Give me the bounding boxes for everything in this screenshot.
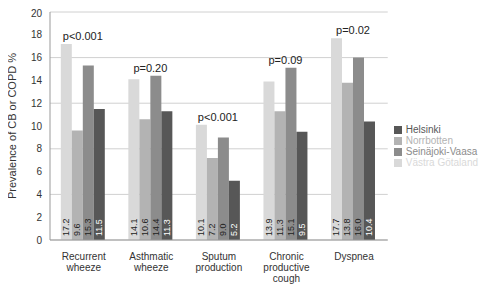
svg-text:4: 4	[36, 189, 42, 200]
svg-text:14: 14	[31, 75, 43, 86]
svg-text:11.5: 11.5	[94, 219, 104, 236]
svg-text:13.9: 13.9	[264, 218, 274, 236]
svg-text:10.4: 10.4	[364, 218, 374, 236]
svg-text:15.3: 15.3	[83, 218, 93, 236]
svg-text:p<0.001: p<0.001	[63, 30, 103, 42]
svg-text:10.1: 10.1	[196, 218, 206, 236]
svg-text:8: 8	[36, 143, 42, 154]
svg-text:p<0.001: p<0.001	[198, 111, 238, 123]
svg-text:20: 20	[31, 8, 43, 19]
svg-text:p=0.02: p=0.02	[336, 24, 370, 36]
svg-text:2: 2	[36, 212, 42, 223]
svg-text:17.7: 17.7	[331, 218, 341, 236]
svg-text:17.2: 17.2	[61, 218, 71, 236]
html-text:Seinäjoki-Vaasa: Seinäjoki-Vaasa	[405, 146, 478, 157]
svg-text:9.6: 9.6	[72, 223, 82, 236]
svg-text:Prevalence of CB or COPD %: Prevalence of CB or COPD %	[8, 53, 18, 199]
svg-text:Dyspnea: Dyspnea	[334, 251, 374, 262]
svg-text:15.1: 15.1	[286, 218, 296, 236]
svg-text:Asthmaticwheeze: Asthmaticwheeze	[129, 251, 173, 273]
svg-text:9.5: 9.5	[297, 223, 307, 236]
svg-text:13.8: 13.8	[342, 218, 352, 236]
svg-text:16.0: 16.0	[353, 218, 363, 236]
svg-text:Sputumproduction: Sputumproduction	[196, 251, 243, 273]
svg-text:11.3: 11.3	[162, 219, 172, 236]
svg-text:18: 18	[31, 29, 43, 40]
svg-text:Chronicproductivecough: Chronicproductivecough	[263, 251, 310, 284]
svg-text:11.3: 11.3	[275, 219, 285, 236]
svg-text:12: 12	[31, 98, 43, 109]
html-text:Helsinki: Helsinki	[405, 124, 441, 135]
svg-text:10.6: 10.6	[140, 218, 150, 236]
svg-text:9.0: 9.0	[218, 223, 228, 236]
svg-text:p=0.20: p=0.20	[133, 62, 167, 74]
html-text:Västra Götaland: Västra Götaland	[405, 157, 478, 168]
svg-text:10: 10	[31, 121, 43, 132]
svg-text:p=0.09: p=0.09	[268, 54, 302, 66]
svg-text:14.1: 14.1	[129, 218, 139, 236]
svg-text:0: 0	[36, 235, 42, 246]
html-text:Norrbotten: Norrbotten	[405, 135, 453, 146]
svg-text:16: 16	[31, 52, 43, 63]
svg-text:14.4: 14.4	[151, 218, 161, 236]
svg-text:5.2: 5.2	[229, 223, 239, 236]
svg-text:6: 6	[36, 166, 42, 177]
svg-text:Recurrentwheeze: Recurrentwheeze	[62, 251, 106, 273]
svg-text:7.2: 7.2	[207, 223, 217, 236]
